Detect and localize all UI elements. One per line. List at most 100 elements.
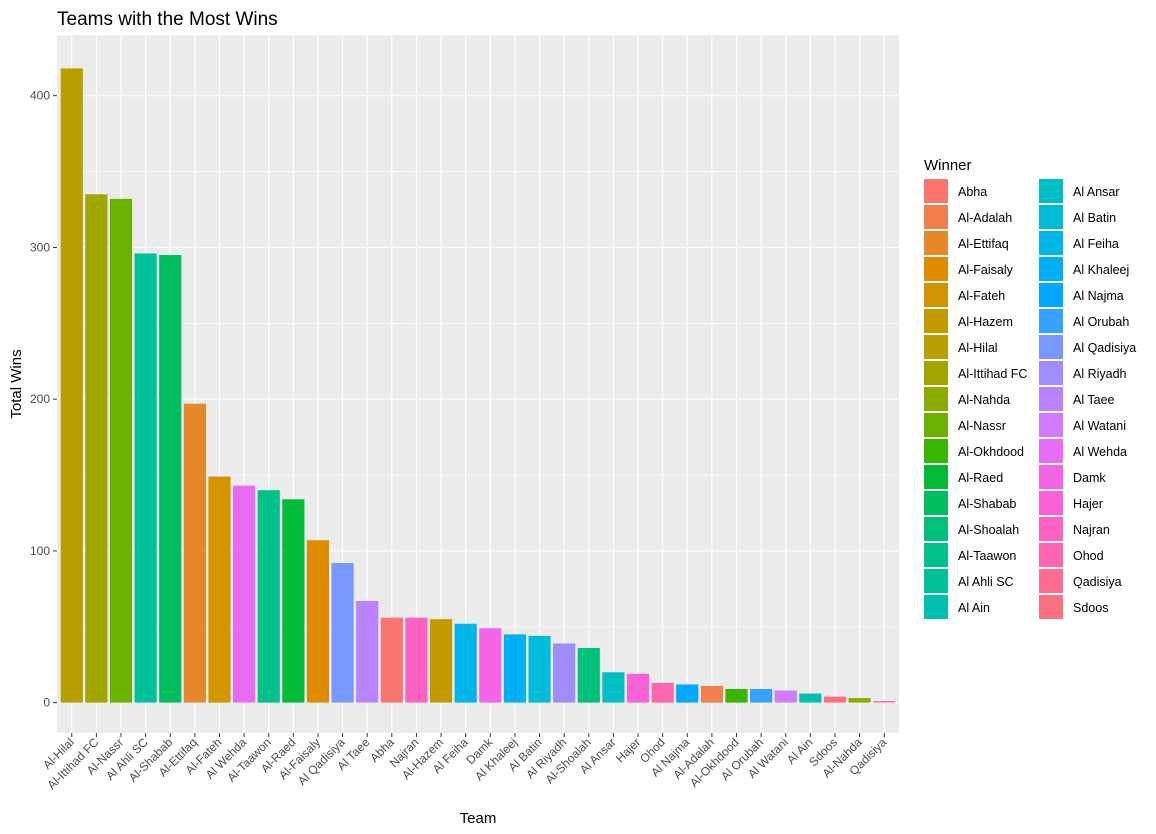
legend-label: Al-Adalah xyxy=(958,211,1012,225)
bar xyxy=(233,485,256,703)
legend-swatch xyxy=(1039,543,1063,567)
legend-swatch xyxy=(1039,205,1063,229)
legend-swatch xyxy=(924,283,948,307)
bar xyxy=(282,499,305,703)
bar xyxy=(626,673,650,703)
legend-label: Al Wehda xyxy=(1073,445,1127,459)
legend-label: Al Najma xyxy=(1073,289,1124,303)
bar xyxy=(380,617,403,703)
legend-label: Al-Hazem xyxy=(958,315,1013,329)
legend-label: Damk xyxy=(1073,471,1106,485)
bar xyxy=(651,682,674,703)
legend-label: Al Ansar xyxy=(1073,185,1120,199)
legend-swatch xyxy=(1039,309,1063,333)
legend-swatch xyxy=(1039,465,1063,489)
legend-label: Sdoos xyxy=(1073,601,1108,615)
bar xyxy=(479,628,502,703)
legend-swatch xyxy=(924,439,948,463)
legend-swatch xyxy=(924,465,948,489)
legend-label: Al-Nahda xyxy=(958,393,1010,407)
bars-group xyxy=(60,68,896,703)
y-tick-label: 300 xyxy=(30,240,50,254)
legend-swatch xyxy=(924,361,948,385)
legend-label: Al Batin xyxy=(1073,211,1116,225)
legend: Winner Abha Al-Adalah Al-Ettifaq Al-Faisaly… xyxy=(924,157,1136,619)
bar xyxy=(553,643,576,703)
bar xyxy=(356,600,379,703)
bar xyxy=(725,688,748,703)
legend-label: Abha xyxy=(958,185,987,199)
legend-swatch xyxy=(924,231,948,255)
legend-swatch xyxy=(924,257,948,281)
legend-title: Winner xyxy=(924,157,972,174)
legend-swatch xyxy=(924,491,948,515)
legend-label: Al Ahli SC xyxy=(958,575,1014,589)
legend-swatch xyxy=(924,569,948,593)
legend-label: Al-Faisaly xyxy=(958,263,1014,277)
y-axis-title: Total Wins xyxy=(8,349,25,418)
legend-swatch xyxy=(924,517,948,541)
bar xyxy=(208,476,231,703)
bar xyxy=(306,540,330,703)
x-axis-title: Team xyxy=(460,810,497,827)
legend-label: Al-Nassr xyxy=(958,419,1006,433)
y-tick-label: 0 xyxy=(43,696,50,710)
legend-swatch xyxy=(924,543,948,567)
legend-label: Al Feiha xyxy=(1073,237,1119,251)
legend-label: Qadisiya xyxy=(1073,575,1122,589)
legend-label: Al-Raed xyxy=(958,471,1003,485)
bar xyxy=(774,690,797,703)
bar xyxy=(848,698,871,703)
legend-swatch xyxy=(1039,491,1063,515)
legend-swatch xyxy=(924,387,948,411)
bar xyxy=(109,198,133,703)
legend-label: Al-Hilal xyxy=(958,341,998,355)
legend-label: Al-Ettifaq xyxy=(958,237,1009,251)
bar xyxy=(134,253,157,703)
legend-swatch xyxy=(1039,283,1063,307)
legend-swatch xyxy=(924,205,948,229)
bar xyxy=(577,648,600,703)
legend-swatch xyxy=(924,335,948,359)
legend-label: Al Orubah xyxy=(1073,315,1129,329)
legend-swatch xyxy=(1039,231,1063,255)
bar xyxy=(700,685,723,703)
bar xyxy=(602,672,625,703)
legend-swatch xyxy=(1039,335,1063,359)
legend-label: Najran xyxy=(1073,523,1110,537)
legend-label: Al Qadisiya xyxy=(1073,341,1136,355)
legend-swatch xyxy=(924,309,948,333)
legend-label: Al-Shoalah xyxy=(958,523,1019,537)
legend-label: Al-Taawon xyxy=(958,549,1016,563)
bar xyxy=(528,635,551,703)
bar xyxy=(60,68,83,703)
legend-label: Al-Fateh xyxy=(958,289,1005,303)
x-tick-label: Hajer xyxy=(613,735,643,765)
plot-panel xyxy=(57,35,899,733)
legend-swatch xyxy=(1039,569,1063,593)
bar xyxy=(750,688,773,703)
legend-swatch xyxy=(1039,179,1063,203)
legend-swatch xyxy=(924,413,948,437)
legend-label: Al Ain xyxy=(958,601,990,615)
chart-title: Teams with the Most Wins xyxy=(57,9,278,30)
legend-label: Ohod xyxy=(1073,549,1104,563)
legend-label: Hajer xyxy=(1073,497,1103,511)
y-tick-label: 100 xyxy=(30,544,50,558)
bar xyxy=(429,619,453,703)
legend-label: Al-Ittihad FC xyxy=(958,367,1027,381)
legend-label: Al Taee xyxy=(1073,393,1115,407)
legend-swatch xyxy=(1039,517,1063,541)
legend-label: Al-Okhdood xyxy=(958,445,1024,459)
legend-swatch xyxy=(1039,595,1063,619)
legend-swatch xyxy=(924,179,948,203)
bar xyxy=(823,696,847,703)
bar xyxy=(873,701,896,703)
y-tick-label: 400 xyxy=(30,89,50,103)
legend-swatch xyxy=(1039,257,1063,281)
y-tick-label: 200 xyxy=(30,392,50,406)
bar xyxy=(331,563,354,703)
bar xyxy=(454,623,477,703)
